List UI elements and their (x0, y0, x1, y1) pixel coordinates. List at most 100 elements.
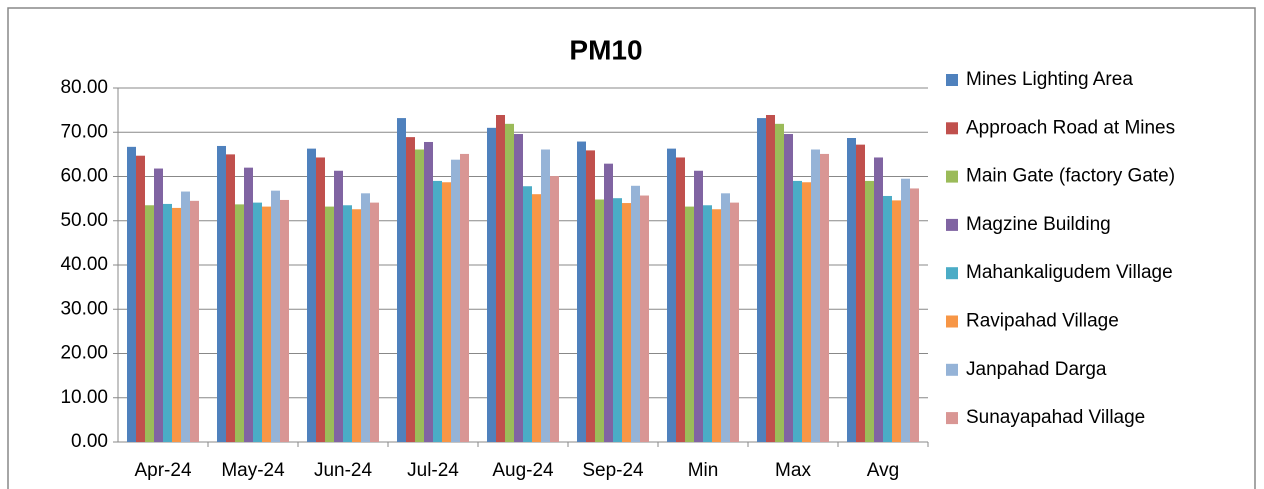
bar (451, 159, 460, 442)
bar (775, 123, 784, 442)
bar (280, 199, 289, 442)
legend-swatch (946, 363, 958, 376)
bar (766, 114, 775, 443)
bar (703, 205, 712, 442)
bar (181, 191, 190, 442)
legend-label: Ravipahad Village (966, 311, 1119, 332)
x-tick-label: Aug-24 (492, 460, 554, 481)
legend-swatch (946, 267, 958, 280)
y-tick-label: 40.00 (60, 254, 108, 275)
legend-swatch (946, 218, 958, 231)
legend-swatch (946, 412, 958, 425)
bar (253, 202, 262, 442)
bar (820, 153, 829, 442)
bar (235, 204, 244, 442)
bar (514, 134, 523, 442)
bar (136, 155, 145, 442)
bar (631, 185, 640, 443)
bar (721, 193, 730, 442)
x-tick-label: Avg (867, 460, 899, 481)
bar (334, 170, 343, 442)
bar (541, 149, 550, 442)
bar (613, 198, 622, 442)
bar (397, 118, 406, 442)
bar (685, 206, 694, 442)
bar (802, 182, 811, 442)
bar (433, 180, 442, 443)
bar (127, 146, 136, 443)
bar (901, 178, 910, 442)
y-tick-label: 80.00 (60, 77, 108, 98)
bar (667, 148, 676, 442)
chart-border (7, 7, 1256, 489)
bar (424, 141, 433, 443)
bar (505, 123, 514, 442)
bar (892, 200, 901, 442)
legend-label: Janpahad Darga (966, 359, 1107, 380)
legend-label: Approach Road at Mines (966, 117, 1175, 138)
bar (757, 118, 766, 442)
bar (874, 157, 883, 442)
legend-label: Mahankaligudem Village (966, 262, 1173, 283)
bar (325, 206, 334, 442)
bar (370, 202, 379, 442)
bar (460, 153, 469, 442)
bar (532, 194, 541, 442)
bar (262, 206, 271, 442)
legend-swatch (946, 170, 958, 183)
bar (343, 205, 352, 442)
bar (676, 157, 685, 442)
x-tick-label: Sep-24 (582, 460, 644, 481)
bar (145, 205, 154, 442)
y-tick-label: 10.00 (60, 387, 108, 408)
y-tick-label: 60.00 (60, 166, 108, 187)
legend-label: Magzine Building (966, 214, 1111, 235)
bar (361, 193, 370, 442)
legend-label: Mines Lighting Area (966, 69, 1133, 90)
bar (793, 180, 802, 443)
bar (406, 137, 415, 442)
bar (865, 180, 874, 443)
x-tick-label: Min (688, 460, 719, 481)
bar (523, 186, 532, 442)
bar (415, 149, 424, 442)
x-tick-label: Max (775, 460, 811, 481)
bar (217, 145, 226, 442)
legend-label: Sunayapahad Village (966, 407, 1145, 428)
bar (604, 163, 613, 443)
bar (784, 134, 793, 442)
bar (640, 195, 649, 442)
bar (496, 114, 505, 443)
bar (847, 138, 856, 442)
legend-swatch (946, 315, 958, 328)
y-tick-label: 20.00 (60, 343, 108, 364)
bar (244, 167, 253, 442)
bar (487, 127, 496, 442)
bar (154, 168, 163, 442)
y-tick-label: 30.00 (60, 298, 108, 319)
bar (622, 203, 631, 442)
chart-title: PM10 (569, 34, 642, 65)
x-tick-label: May-24 (221, 460, 285, 481)
bar (442, 182, 451, 442)
legend-swatch (946, 122, 958, 135)
bar (352, 209, 361, 442)
bar (226, 154, 235, 442)
bar (550, 176, 559, 442)
bar (883, 195, 892, 442)
bar (811, 149, 820, 442)
y-tick-label: 0.00 (71, 431, 108, 452)
bar (694, 170, 703, 442)
bar (910, 188, 919, 442)
bar (190, 200, 199, 442)
y-tick-label: 50.00 (60, 210, 108, 231)
bar (586, 150, 595, 442)
legend-swatch (946, 74, 958, 86)
bar (307, 148, 316, 442)
x-tick-label: Jul-24 (407, 460, 459, 481)
bar (163, 203, 172, 442)
x-tick-label: Jun-24 (314, 460, 373, 481)
bar (577, 141, 586, 443)
bar (316, 157, 325, 442)
bar (271, 190, 280, 442)
